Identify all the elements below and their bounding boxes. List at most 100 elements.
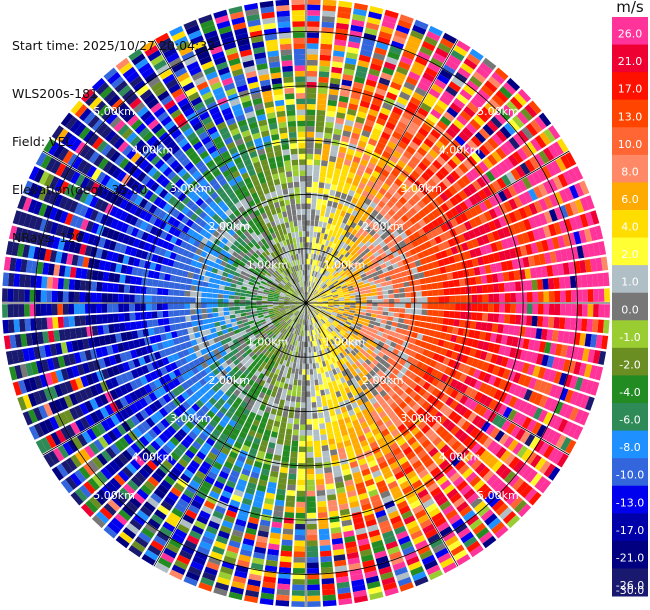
ppi-gate	[600, 335, 609, 350]
ppi-gate	[439, 479, 452, 491]
ppi-gate	[320, 389, 326, 396]
ppi-gate	[418, 378, 427, 388]
ppi-gate	[325, 290, 332, 294]
ppi-gate	[332, 230, 338, 238]
ppi-gate	[467, 367, 477, 377]
ppi-gate	[422, 206, 431, 215]
ppi-gate	[309, 287, 312, 293]
ppi-gate	[310, 296, 315, 300]
ppi-gate	[368, 335, 375, 342]
ppi-gate	[338, 293, 344, 296]
ppi-gate	[156, 303, 163, 311]
ppi-gate	[359, 314, 366, 319]
ppi-gate	[366, 296, 373, 300]
ppi-gate	[411, 267, 418, 274]
ppi-gate	[379, 240, 387, 248]
ppi-gate	[306, 529, 318, 536]
ppi-gate	[296, 501, 306, 508]
ppi-gate	[306, 231, 310, 237]
ppi-gate	[278, 566, 292, 574]
ppi-gate	[368, 236, 376, 244]
ppi-gate	[335, 162, 343, 170]
ppi-gate	[317, 272, 321, 279]
ppi-gate	[387, 424, 397, 433]
ppi-gate	[421, 439, 432, 449]
ppi-gate	[515, 428, 526, 441]
ppi-gate	[448, 513, 462, 525]
ppi-gate	[411, 358, 420, 367]
ppi-gate	[549, 251, 557, 264]
ppi-gate	[478, 382, 488, 393]
ppi-gate	[368, 345, 376, 352]
ppi-gate	[568, 261, 576, 275]
ppi-gate	[445, 127, 457, 139]
ppi-gate	[355, 275, 362, 281]
ppi-gate	[68, 291, 75, 303]
ppi-gate	[306, 534, 318, 541]
ppi-gate	[483, 373, 492, 384]
ppi-gate	[524, 488, 538, 502]
ppi-gate	[367, 161, 376, 170]
ppi-gate	[316, 304, 323, 306]
ppi-gate	[101, 293, 108, 303]
ppi-gate	[311, 303, 317, 305]
ppi-gate	[400, 374, 409, 383]
ppi-gate	[301, 396, 306, 403]
ppi-gate	[18, 304, 25, 317]
ppi-gate	[315, 285, 320, 291]
ppi-gate	[498, 345, 506, 356]
ppi-gate	[312, 311, 316, 317]
ppi-gate	[391, 393, 400, 402]
ppi-gate	[387, 116, 399, 126]
ppi-gate	[400, 205, 409, 214]
ppi-gate	[315, 307, 322, 311]
ppi-gate	[442, 340, 450, 349]
ppi-gate	[427, 62, 441, 73]
ppi-gate	[484, 243, 493, 254]
ppi-gate	[309, 236, 313, 243]
ppi-gate	[452, 326, 459, 335]
ppi-gate	[375, 178, 384, 187]
ppi-gate	[363, 351, 371, 359]
ppi-gate	[429, 57, 444, 68]
ppi-gate	[570, 289, 577, 302]
ppi-gate	[322, 149, 330, 156]
ppi-gate	[448, 410, 458, 421]
ppi-gate	[307, 264, 310, 271]
ppi-gate	[401, 86, 414, 96]
ppi-gate	[463, 250, 472, 260]
ppi-gate	[526, 292, 533, 303]
ppi-gate	[543, 128, 556, 143]
ppi-gate	[309, 281, 312, 287]
ppi-gate	[292, 362, 297, 369]
ppi-gate	[326, 494, 337, 501]
ppi-gate	[433, 411, 444, 421]
ppi-gate	[280, 393, 287, 401]
ppi-gate	[358, 182, 366, 190]
ppi-gate	[404, 292, 411, 298]
ppi-gate	[353, 338, 360, 345]
ppi-gate	[306, 407, 312, 414]
ppi-gate	[327, 298, 334, 301]
ppi-gate	[310, 275, 314, 282]
ppi-gate	[335, 316, 342, 321]
ppi-gate	[320, 293, 327, 297]
ppi-gate	[394, 30, 408, 40]
ppi-gate	[340, 283, 347, 288]
ppi-gate	[335, 208, 342, 216]
ppi-gate	[318, 238, 323, 245]
ppi-gate	[380, 217, 388, 225]
ppi-gate	[359, 339, 367, 346]
ppi-gate	[521, 303, 528, 314]
ppi-gate	[350, 161, 359, 169]
ppi-gate	[316, 285, 321, 291]
ppi-gate	[439, 266, 447, 274]
ppi-gate	[313, 368, 317, 375]
ppi-gate	[316, 272, 320, 278]
ppi-gate	[321, 275, 326, 281]
ppi-gate	[578, 229, 587, 244]
ppi-gate	[418, 218, 427, 228]
ppi-gate	[542, 225, 552, 238]
ppi-gate	[520, 107, 533, 122]
ppi-gate	[317, 500, 327, 508]
